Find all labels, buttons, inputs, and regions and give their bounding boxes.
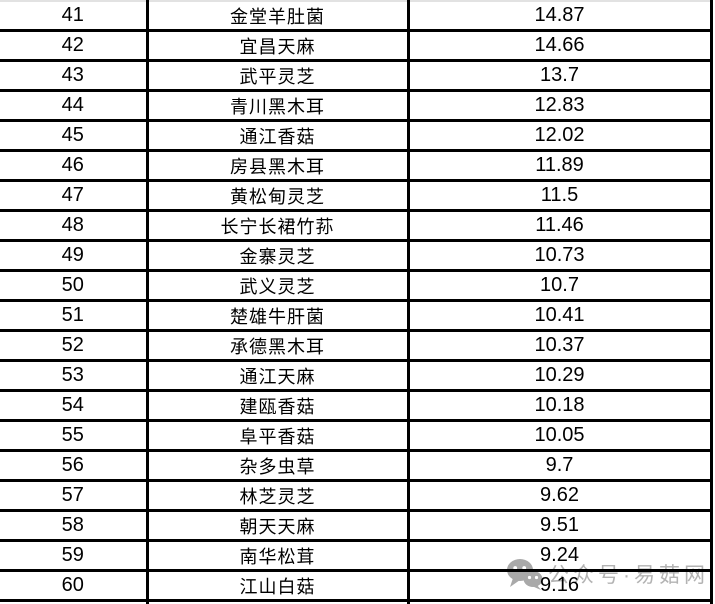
name-cell: 青川黑木耳: [145, 89, 410, 122]
table-row: 54 建瓯香菇 10.18: [0, 389, 713, 422]
table-row: 59 南华松茸 9.24: [0, 539, 713, 572]
rank-cell: 41: [0, 0, 149, 32]
rank-cell: 59: [0, 539, 149, 572]
value-cell: 9.7: [406, 449, 713, 482]
table-row: 42 宜昌天麻 14.66: [0, 29, 713, 62]
name-cell: 武平灵芝: [145, 59, 410, 92]
table-row: 51 楚雄牛肝菌 10.41: [0, 299, 713, 332]
name-cell: 朝天天麻: [145, 509, 410, 542]
rank-cell: 51: [0, 299, 149, 332]
value-cell: 10.41: [406, 299, 713, 332]
name-cell: 南华松茸: [145, 539, 410, 572]
table-row: 43 武平灵芝 13.7: [0, 59, 713, 92]
value-cell: 9.62: [406, 479, 713, 512]
value-cell: 14.87: [406, 0, 713, 32]
name-cell: 武义灵芝: [145, 269, 410, 302]
value-cell: 10.05: [406, 419, 713, 452]
value-cell: 9.24: [406, 539, 713, 572]
rank-cell: 46: [0, 149, 149, 182]
value-cell: 10.73: [406, 239, 713, 272]
name-cell: 江山白菇: [145, 569, 410, 602]
table-row: 48 长宁长裙竹荪 11.46: [0, 209, 713, 242]
table-row: 57 林芝灵芝 9.62: [0, 479, 713, 512]
rank-cell: 54: [0, 389, 149, 422]
rank-cell: 47: [0, 179, 149, 212]
value-cell: 10.18: [406, 389, 713, 422]
rank-cell: 53: [0, 359, 149, 392]
rank-cell: 42: [0, 29, 149, 62]
name-cell: 金寨灵芝: [145, 239, 410, 272]
table-row: 56 杂多虫草 9.7: [0, 449, 713, 482]
value-cell: 12.02: [406, 119, 713, 152]
value-cell: 13.7: [406, 59, 713, 92]
table-row: 45 通江香菇 12.02: [0, 119, 713, 152]
table-row: 49 金寨灵芝 10.73: [0, 239, 713, 272]
rank-cell: 55: [0, 419, 149, 452]
rank-cell: 60: [0, 569, 149, 602]
name-cell: 长宁长裙竹荪: [145, 209, 410, 242]
table-row: 46 房县黑木耳 11.89: [0, 149, 713, 182]
value-cell: 11.5: [406, 179, 713, 212]
table-row: 47 黄松甸灵芝 11.5: [0, 179, 713, 212]
rank-cell: 56: [0, 449, 149, 482]
rank-cell: 49: [0, 239, 149, 272]
value-cell: 9.16: [406, 569, 713, 602]
value-cell: [406, 599, 713, 604]
value-cell: 10.29: [406, 359, 713, 392]
name-cell: 建瓯香菇: [145, 389, 410, 422]
name-cell: 黄松甸灵芝: [145, 179, 410, 212]
rank-cell: 57: [0, 479, 149, 512]
table-row: 50 武义灵芝 10.7: [0, 269, 713, 302]
rank-cell: 50: [0, 269, 149, 302]
rank-cell: 58: [0, 509, 149, 542]
name-cell: 楚雄牛肝菌: [145, 299, 410, 332]
name-cell: 房县黑木耳: [145, 149, 410, 182]
name-cell: 金堂羊肚菌: [145, 0, 410, 32]
value-cell: 9.51: [406, 509, 713, 542]
rank-cell: 52: [0, 329, 149, 362]
table-row: 58 朝天天麻 9.51: [0, 509, 713, 542]
rank-cell: 44: [0, 89, 149, 122]
table-row: 44 青川黑木耳 12.83: [0, 89, 713, 122]
value-cell: 10.37: [406, 329, 713, 362]
value-cell: 10.7: [406, 269, 713, 302]
partial-next-row: [0, 599, 713, 604]
name-cell: 通江天麻: [145, 359, 410, 392]
table-row: 60 江山白菇 9.16: [0, 569, 713, 602]
rank-cell: [0, 599, 149, 604]
table-row: 41 金堂羊肚菌 14.87: [0, 0, 713, 32]
table-row: 52 承德黑木耳 10.37: [0, 329, 713, 362]
name-cell: 杂多虫草: [145, 449, 410, 482]
rank-cell: 48: [0, 209, 149, 242]
value-cell: 11.46: [406, 209, 713, 242]
name-cell: 林芝灵芝: [145, 479, 410, 512]
value-cell: 12.83: [406, 89, 713, 122]
table-row: 53 通江天麻 10.29: [0, 359, 713, 392]
value-cell: 14.66: [406, 29, 713, 62]
rank-cell: 43: [0, 59, 149, 92]
value-cell: 11.89: [406, 149, 713, 182]
name-cell: 阜平香菇: [145, 419, 410, 452]
rank-cell: 45: [0, 119, 149, 152]
name-cell: 宜昌天麻: [145, 29, 410, 62]
name-cell: 承德黑木耳: [145, 329, 410, 362]
name-cell: 通江香菇: [145, 119, 410, 152]
table-row: 55 阜平香菇 10.05: [0, 419, 713, 452]
name-cell: [145, 599, 410, 604]
